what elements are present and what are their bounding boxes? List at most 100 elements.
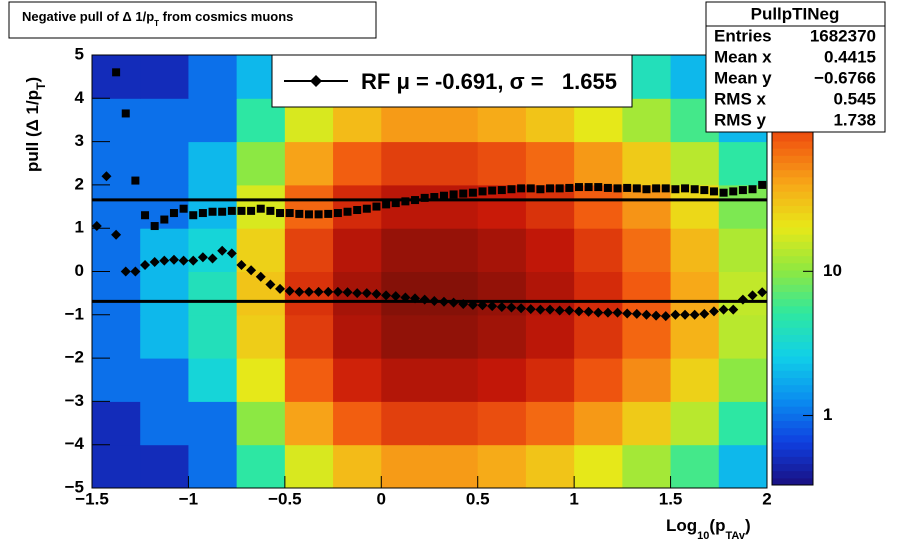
diamond-marker — [757, 287, 768, 298]
legend-marker — [310, 75, 322, 87]
square-marker — [449, 190, 458, 199]
square-marker — [488, 186, 497, 195]
square-marker — [681, 184, 690, 193]
heat-cell — [477, 401, 527, 446]
y-label-text: pull (Δ 1/p — [23, 90, 42, 172]
x-tick-label: 0 — [377, 489, 386, 508]
diamond-marker — [342, 287, 353, 298]
diamond-marker — [111, 229, 122, 240]
x-tick-label: 1.5 — [659, 489, 683, 508]
stats-frame — [705, 1, 886, 133]
diamond-marker — [313, 286, 324, 297]
x-axis-label: Log10(pTAv) — [666, 516, 751, 540]
heat-cell — [284, 401, 334, 446]
heat-cell — [333, 141, 382, 186]
square-marker — [401, 197, 410, 206]
square-marker — [112, 68, 121, 77]
stats-label: Mean x — [714, 47, 772, 66]
color-bar-step — [772, 284, 813, 292]
color-bar-step — [772, 477, 813, 486]
x-label-text: ) — [745, 516, 751, 535]
color-bar-step — [772, 463, 813, 472]
color-bar-step — [772, 348, 813, 357]
color-bar-step — [772, 198, 813, 206]
heat-cell — [622, 271, 672, 316]
heat-cell — [622, 141, 672, 186]
heat-cell — [381, 314, 430, 359]
color-bar-step — [772, 141, 813, 149]
heat-cell — [140, 401, 189, 446]
square-marker — [758, 180, 767, 189]
color-bar-step — [772, 327, 813, 335]
color-bar-step — [772, 162, 813, 171]
stats-value: 1682370 — [810, 26, 876, 45]
diamond-marker — [400, 292, 411, 303]
heat-cell — [718, 444, 768, 489]
square-marker — [439, 191, 448, 200]
heat-cell — [670, 228, 720, 272]
color-bar-step — [772, 227, 813, 235]
color-bar-step — [772, 363, 813, 371]
diamond-marker — [602, 307, 613, 318]
square-marker — [642, 185, 651, 194]
square-marker — [227, 206, 236, 215]
color-bar-step — [772, 399, 813, 407]
square-marker — [468, 188, 477, 197]
heat-cell — [429, 401, 479, 446]
square-marker — [671, 185, 680, 194]
square-marker — [748, 185, 757, 194]
heat-cell — [236, 141, 286, 186]
square-marker — [584, 183, 593, 192]
heat-cell — [236, 358, 286, 402]
color-bar-step — [772, 456, 813, 464]
square-marker — [517, 184, 526, 193]
heat-cell — [718, 314, 768, 359]
color-bar-step — [772, 442, 813, 450]
diamond-marker — [728, 304, 739, 315]
color-bar-step — [772, 334, 813, 343]
color-bar-step — [772, 305, 813, 314]
heat-cell — [333, 314, 382, 359]
diamond-marker — [535, 304, 546, 315]
heat-cell — [333, 358, 382, 402]
heat-cell — [333, 444, 382, 489]
square-marker — [343, 207, 352, 216]
diamond-marker — [496, 302, 507, 313]
y-tick-label: 0 — [75, 261, 84, 280]
square-marker — [709, 187, 718, 196]
heat-cell — [622, 358, 672, 402]
heat-cell — [333, 401, 382, 446]
diamond-marker — [477, 300, 488, 311]
heat-cell — [381, 141, 430, 186]
diamond-marker — [680, 309, 691, 320]
square-marker — [382, 200, 391, 209]
z-tick-label: 10 — [823, 261, 842, 280]
diamond-marker — [265, 279, 276, 290]
title-text: Negative pull of Δ 1/p — [22, 9, 154, 24]
heat-cell — [236, 401, 286, 446]
square-marker — [700, 186, 709, 195]
heat-cell — [574, 358, 623, 402]
color-bar-step — [772, 133, 813, 142]
heat-cell — [188, 358, 238, 402]
square-marker — [565, 183, 574, 192]
diamond-marker — [612, 307, 623, 318]
diamond-marker — [737, 294, 748, 305]
z-tick-label: 1 — [823, 405, 832, 424]
heat-cell — [718, 401, 768, 446]
heat-cell — [429, 141, 479, 186]
diamond-marker — [130, 266, 141, 277]
square-marker — [150, 222, 159, 231]
square-marker — [459, 189, 468, 198]
diamond-marker — [217, 245, 228, 256]
heat-cell — [525, 444, 575, 489]
diamond-marker — [554, 305, 565, 316]
chart-title: Negative pull of Δ 1/pT from cosmics muo… — [22, 9, 293, 28]
diamond-marker — [390, 291, 401, 302]
heat-cell — [381, 228, 430, 272]
diamond-marker — [641, 309, 652, 320]
diamond-marker — [149, 256, 160, 267]
square-marker — [546, 184, 555, 193]
diamond-marker — [487, 301, 498, 312]
heat-cell — [525, 141, 575, 186]
